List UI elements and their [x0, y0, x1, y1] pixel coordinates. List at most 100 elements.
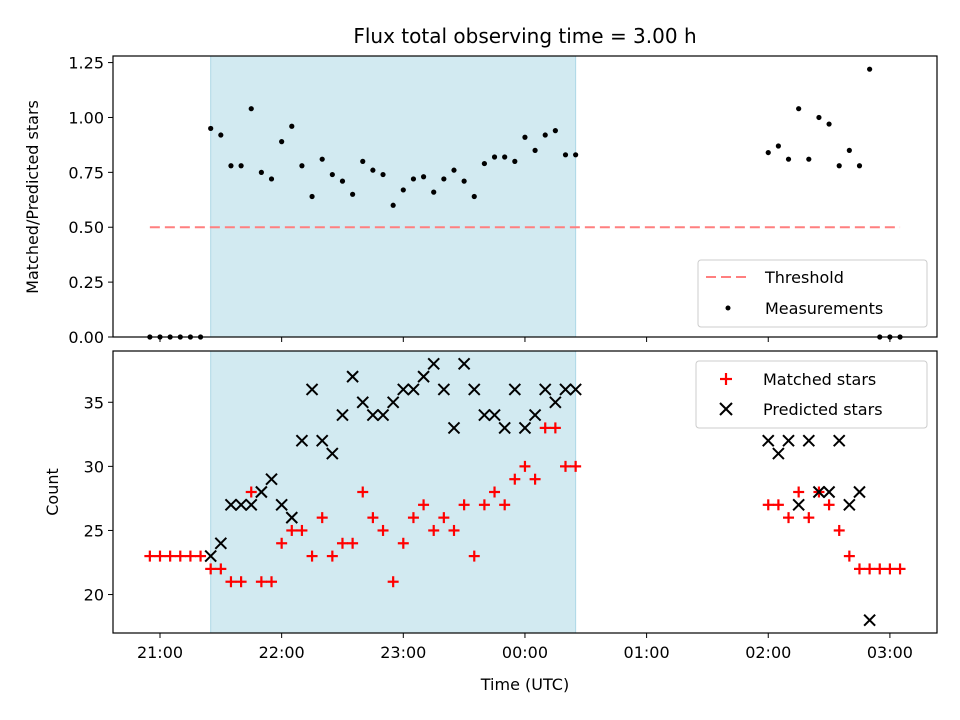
predicted-star-point — [457, 357, 471, 371]
matched-star-point — [458, 499, 470, 511]
matched-star-point — [560, 460, 571, 472]
measurement-point — [522, 134, 528, 140]
x-tick-label: 01:00 — [624, 643, 670, 662]
matched-star-point — [509, 473, 521, 485]
matched-star-point — [438, 512, 450, 524]
predicted-star-point — [539, 383, 552, 396]
bottom-y-axis-label: Count — [43, 468, 62, 516]
measurement-point — [248, 106, 254, 112]
bottom-y-ticks: 20 25 30 35 — [84, 393, 113, 605]
top-panel: Flux total observing time = 3.00 h 0.00 0… — [23, 24, 938, 347]
matched-star-point — [195, 550, 207, 562]
chart-title: Flux total observing time = 3.00 h — [353, 24, 696, 48]
x-axis-label: Time (UTC) — [480, 675, 569, 694]
matched-star-point — [407, 512, 419, 524]
matched-star-point — [205, 563, 217, 575]
predicted-star-point — [518, 421, 532, 435]
x-tick-label: 03:00 — [867, 643, 913, 662]
measurement-point — [552, 128, 558, 134]
top-legend-measurements-label: Measurements — [765, 299, 883, 318]
measurement-point — [431, 189, 437, 195]
measurement-point — [420, 174, 427, 180]
matched-star-point — [529, 473, 541, 485]
predicted-star-point — [285, 511, 298, 524]
measurement-point — [279, 139, 285, 145]
measurement-point — [512, 158, 518, 164]
matched-star-point — [235, 576, 247, 588]
matched-star-point — [884, 563, 896, 575]
matched-star-point — [793, 486, 805, 498]
top-legend: Threshold Measurements — [697, 259, 928, 328]
predicted-star-point — [569, 383, 582, 396]
predicted-star-point — [265, 472, 278, 486]
matched-star-point — [174, 550, 186, 562]
matched-star-point — [539, 422, 551, 434]
predicted-star-point — [234, 498, 248, 512]
top-y-tick-label: 0.25 — [68, 273, 104, 292]
measurement-point — [846, 147, 852, 153]
x-tick-label: 02:00 — [745, 643, 791, 662]
predicted-star-point — [802, 434, 816, 447]
top-legend-threshold-label: Threshold — [764, 268, 844, 287]
matched-star-point — [154, 550, 166, 562]
matched-star-point — [397, 537, 409, 549]
matched-star-point — [215, 563, 227, 575]
measurement-point — [451, 167, 457, 173]
predicted-star-point — [376, 408, 390, 422]
x-tick-label: 22:00 — [259, 643, 305, 662]
matched-star-point — [894, 563, 906, 575]
matched-star-point — [772, 499, 784, 511]
top-y-tick-label: 0.00 — [68, 328, 104, 347]
matched-star-point — [823, 499, 835, 511]
measurement-point — [380, 171, 386, 178]
matched-star-point — [843, 550, 855, 562]
x-tick-label: 00:00 — [502, 643, 548, 662]
measurement-point — [532, 147, 538, 153]
measurement-point — [208, 125, 214, 132]
top-legend-measurements-swatch — [725, 305, 731, 311]
matched-star-point — [286, 524, 298, 536]
measurement-point — [238, 163, 244, 169]
matched-star-point — [853, 563, 865, 575]
matched-star-point — [377, 524, 389, 536]
measurement-point — [573, 152, 579, 158]
measurement-point — [258, 169, 264, 175]
measurement-point — [319, 156, 325, 162]
matched-star-point — [570, 460, 582, 472]
bottom-panel: 20 25 30 35 21:00 22:00 23:00 00:00 01:00 02:00 0… — [43, 350, 938, 694]
predicted-star-point — [447, 421, 461, 435]
predicted-star-point — [812, 485, 826, 499]
predicted-star-point — [305, 383, 319, 396]
measurement-point — [228, 163, 234, 169]
bottom-y-tick-label: 30 — [84, 457, 104, 476]
matched-star-point — [418, 499, 430, 511]
bottom-shaded-interval — [210, 350, 577, 634]
measurement-point — [562, 152, 569, 158]
matched-star-point — [783, 512, 795, 524]
matched-star-point — [245, 486, 257, 498]
predicted-star-point — [468, 383, 481, 396]
predicted-stars-points — [204, 357, 876, 627]
matched-star-point — [762, 499, 774, 511]
measurement-point — [856, 163, 863, 169]
measurement-point — [816, 114, 822, 121]
predicted-star-point — [863, 613, 876, 627]
predicted-star-point — [772, 447, 785, 460]
matched-star-point — [874, 563, 886, 575]
matched-star-point — [489, 486, 501, 498]
measurement-point — [350, 191, 356, 197]
matched-star-point — [367, 512, 379, 524]
bottom-legend-matched-label: Matched stars — [763, 370, 876, 389]
bottom-x-ticks: 21:00 22:00 23:00 00:00 01:00 02:00 03:00 — [137, 633, 913, 662]
matched-star-point — [184, 550, 196, 562]
x-tick-label: 23:00 — [380, 643, 426, 662]
matched-star-point — [803, 512, 815, 524]
matched-star-point — [519, 460, 531, 472]
predicted-star-point — [488, 408, 501, 422]
top-shaded-interval — [210, 55, 577, 338]
predicted-star-point — [386, 396, 400, 409]
matched-star-point — [225, 576, 237, 588]
top-y-tick-label: 1.00 — [68, 108, 104, 127]
predicted-star-point — [792, 498, 805, 512]
